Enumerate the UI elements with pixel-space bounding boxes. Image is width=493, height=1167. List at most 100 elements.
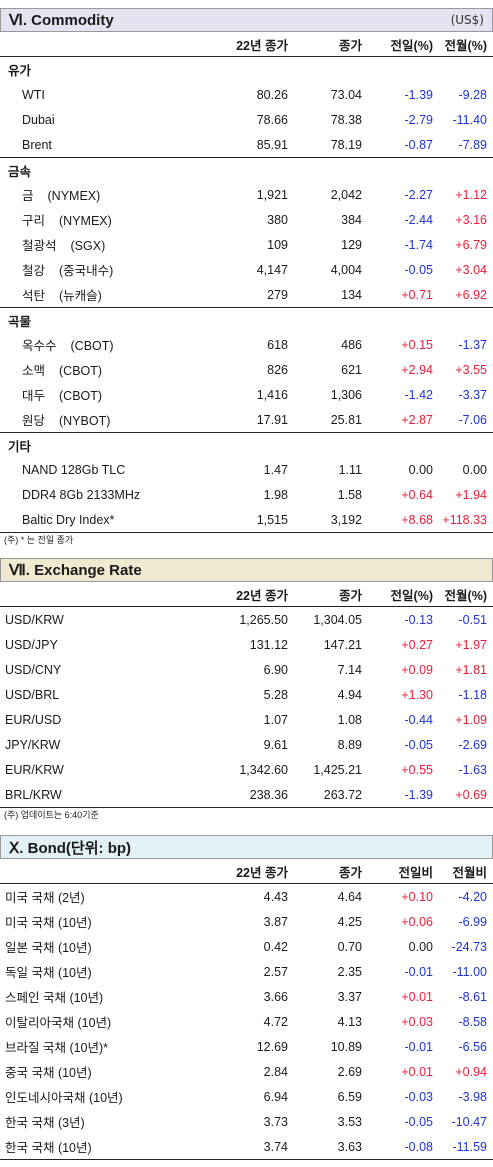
- table-cell: +3.55: [455, 362, 487, 377]
- row-label: BRL/KRW: [5, 787, 62, 802]
- table-cell: 2.84: [263, 1064, 288, 1079]
- table-cell: 134: [341, 287, 362, 302]
- table-cell: -3.37: [458, 387, 488, 402]
- bond-column-header: 22년 종가 종가 전일비 전월비: [0, 859, 493, 884]
- table-cell: -4.20: [458, 889, 488, 904]
- row-label: 원당: [22, 414, 46, 428]
- column-header: 종가: [338, 588, 362, 603]
- table-row: Brent 85.91 78.19 -0.87 -7.89: [0, 132, 493, 157]
- table-cell: +0.01: [401, 989, 433, 1004]
- column-header: 22년 종가: [236, 588, 288, 603]
- table-row: 원당 (NYBOT) 17.91 25.81 +2.87 -7.06: [0, 407, 493, 432]
- table-cell: 0.00: [408, 939, 433, 954]
- row-exchange-label: (NYMEX): [47, 189, 101, 203]
- table-cell: 5.28: [263, 687, 288, 702]
- table-row: 철광석 (SGX) 109 129 -1.74 +6.79: [0, 232, 493, 257]
- table-cell: 0.70: [337, 939, 362, 954]
- table-cell: -1.63: [458, 762, 488, 777]
- table-cell: 263.72: [323, 787, 362, 802]
- table-row: 인도네시아국채 (10년) 6.94 6.59 -0.03 -3.98: [0, 1084, 493, 1109]
- table-cell: +1.81: [455, 662, 487, 677]
- table-cell: 4.64: [337, 889, 362, 904]
- table-row: 옥수수 (CBOT) 618 486 +0.15 -1.37: [0, 332, 493, 357]
- table-cell: 6.94: [263, 1089, 288, 1104]
- table-row: USD/JPY 131.12 147.21 +0.27 +1.97: [0, 632, 493, 657]
- table-cell: 25.81: [330, 412, 362, 427]
- category-row: 금속: [0, 157, 493, 182]
- table-row: 금 (NYMEX) 1,921 2,042 -2.27 +1.12: [0, 182, 493, 207]
- table-cell: 129: [341, 237, 362, 252]
- table-cell: 1,342.60: [239, 762, 288, 777]
- table-cell: 78.66: [256, 112, 288, 127]
- row-exchange-label: (뉴캐슬): [59, 289, 102, 303]
- column-header: 전일(%): [390, 38, 433, 53]
- table-cell: 238.36: [249, 787, 288, 802]
- table-cell: -1.18: [458, 687, 488, 702]
- table-row: EUR/KRW 1,342.60 1,425.21 +0.55 -1.63: [0, 757, 493, 782]
- table-row: JPY/KRW 9.61 8.89 -0.05 -2.69: [0, 732, 493, 757]
- table-row: 독일 국채 (10년) 2.57 2.35 -0.01 -11.00: [0, 959, 493, 984]
- row-label: 철광석: [22, 239, 57, 253]
- table-cell: +0.64: [401, 487, 433, 502]
- table-cell: -0.05: [404, 262, 434, 277]
- row-label: Baltic Dry Index*: [22, 512, 115, 527]
- table-cell: -1.39: [404, 87, 434, 102]
- row-label: 미국 국채 (10년): [5, 916, 92, 930]
- table-cell: 109: [267, 237, 288, 252]
- row-label: WTI: [22, 87, 45, 102]
- table-cell: -2.44: [404, 212, 434, 227]
- table-cell: -0.03: [404, 1089, 434, 1104]
- table-cell: 9.61: [263, 737, 288, 752]
- table-cell: 1,921: [256, 187, 288, 202]
- table-cell: -6.99: [458, 914, 488, 929]
- table-cell: -0.01: [404, 964, 434, 979]
- table-cell: 6.59: [337, 1089, 362, 1104]
- table-cell: -3.98: [458, 1089, 488, 1104]
- column-header: 전일비: [398, 865, 433, 880]
- table-cell: 1,416: [256, 387, 288, 402]
- table-cell: -8.58: [458, 1014, 488, 1029]
- table-cell: 3,192: [330, 512, 362, 527]
- table-cell: 618: [267, 337, 288, 352]
- table-cell: -24.73: [451, 939, 487, 954]
- row-label: 철강: [22, 264, 46, 278]
- table-cell: 4.94: [337, 687, 362, 702]
- table-row: Baltic Dry Index* 1,515 3,192 +8.68 +118.33: [0, 507, 493, 532]
- table-cell: +6.79: [455, 237, 487, 252]
- table-row: BRL/KRW 238.36 263.72 -1.39 +0.69: [0, 782, 493, 807]
- category-label: 금속: [8, 164, 32, 179]
- row-label: EUR/USD: [5, 712, 62, 727]
- table-row: 한국 국채 (3년) 3.73 3.53 -0.05 -10.47: [0, 1109, 493, 1134]
- table-row: 스페인 국채 (10년) 3.66 3.37 +0.01 -8.61: [0, 984, 493, 1009]
- row-label: 대두: [22, 389, 46, 403]
- table-row: 이탈리아국채 (10년) 4.72 4.13 +0.03 -8.58: [0, 1009, 493, 1034]
- table-cell: 1,265.50: [239, 612, 288, 627]
- row-label: USD/CNY: [5, 662, 62, 677]
- table-cell: 4,147: [256, 262, 288, 277]
- table-row: 일본 국채 (10년) 0.42 0.70 0.00 -24.73: [0, 934, 493, 959]
- table-row: 한국 국채 (10년) 3.74 3.63 -0.08 -11.59: [0, 1134, 493, 1159]
- table-cell: 0.00: [408, 462, 433, 477]
- table-row: 대두 (CBOT) 1,416 1,306 -1.42 -3.37: [0, 382, 493, 407]
- table-cell: -11.00: [452, 964, 487, 979]
- table-cell: +1.12: [455, 187, 487, 202]
- table-row: DDR4 8Gb 2133MHz 1.98 1.58 +0.64 +1.94: [0, 482, 493, 507]
- table-cell: 3.74: [263, 1139, 288, 1154]
- table-cell: 0.00: [462, 462, 487, 477]
- table-row: 구리 (NYMEX) 380 384 -2.44 +3.16: [0, 207, 493, 232]
- table-cell: 826: [267, 362, 288, 377]
- category-row: 유가: [0, 57, 493, 82]
- table-cell: 486: [341, 337, 362, 352]
- table-cell: +0.55: [401, 762, 433, 777]
- table-cell: 1.98: [263, 487, 288, 502]
- bond-section: Ⅹ. Bond(단위: bp) 22년 종가 종가 전일비 전월비 미국 국채 …: [0, 835, 493, 1160]
- exchange-header: Ⅶ. Exchange Rate: [0, 558, 493, 582]
- table-cell: 12.69: [256, 1039, 288, 1054]
- table-cell: -0.05: [404, 737, 434, 752]
- category-row: 곡물: [0, 307, 493, 332]
- table-cell: +6.92: [455, 287, 487, 302]
- table-cell: +1.97: [455, 637, 487, 652]
- table-cell: -2.79: [404, 112, 434, 127]
- exchange-note: (주) 업데이트는 6:40기준: [0, 807, 493, 821]
- row-label: 중국 국채 (10년): [5, 1066, 92, 1080]
